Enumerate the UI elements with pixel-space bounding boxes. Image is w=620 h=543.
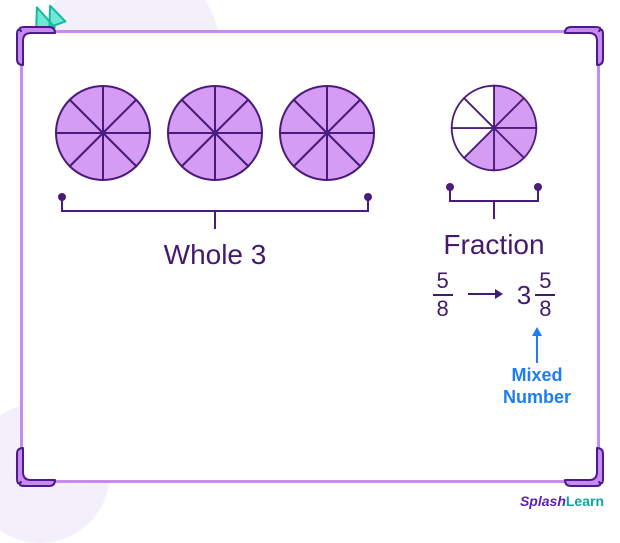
brace-icon xyxy=(56,191,374,233)
whiteboard: Whole 3 Fraction 5 8 xyxy=(20,30,600,483)
brand-part: Splash xyxy=(520,493,566,509)
fraction-pie xyxy=(449,83,539,173)
arrow-up-icon xyxy=(530,327,544,363)
mixed-whole: 3 xyxy=(517,280,531,311)
whole-pie xyxy=(277,83,377,183)
whole-group: Whole 3 xyxy=(53,83,377,271)
arrow-right-icon xyxy=(467,282,503,308)
mixed-number: 3 5 8 xyxy=(517,269,556,321)
denominator: 8 xyxy=(433,297,453,321)
numerator: 5 xyxy=(433,269,453,293)
mixed-annotation: Mixed Number xyxy=(503,327,571,408)
whole-label: Whole 3 xyxy=(164,239,267,271)
brand-part: Learn xyxy=(566,493,604,509)
simple-fraction: 5 8 xyxy=(433,269,453,321)
fraction-label: Fraction xyxy=(443,229,544,261)
fraction-expression: 5 8 3 5 8 xyxy=(433,269,556,321)
brace-icon xyxy=(444,181,544,223)
whole-pie xyxy=(165,83,265,183)
content-area: Whole 3 Fraction 5 8 xyxy=(23,33,597,480)
fraction-group: Fraction 5 8 3 5 xyxy=(417,83,571,409)
mixed-denominator: 8 xyxy=(535,297,555,321)
brand-logo: SplashLearn xyxy=(520,493,604,509)
mixed-numerator: 5 xyxy=(535,269,555,293)
annotation-line: Number xyxy=(503,387,571,409)
whole-pie xyxy=(53,83,153,183)
annotation-line: Mixed xyxy=(503,365,571,387)
